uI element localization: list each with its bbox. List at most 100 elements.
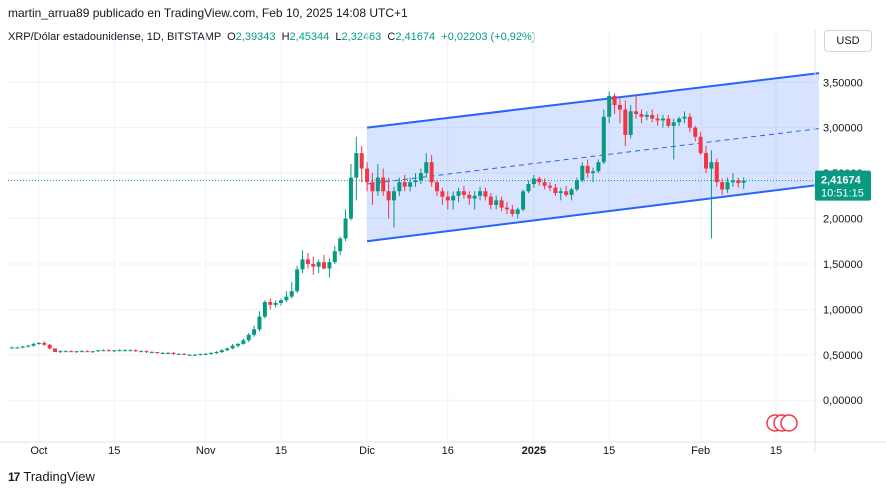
candle — [10, 346, 14, 349]
candle — [418, 168, 423, 184]
candle-body — [650, 114, 655, 119]
candle-body — [467, 194, 472, 199]
candle-body — [612, 95, 617, 105]
candle-body — [192, 354, 197, 356]
candle-body — [359, 153, 364, 169]
price-tag-box — [815, 170, 871, 201]
candle — [284, 291, 289, 303]
candle — [682, 111, 687, 124]
candle — [273, 300, 278, 308]
candle — [639, 109, 644, 124]
candle-body — [580, 165, 585, 181]
candle-body — [10, 347, 14, 349]
candle-body — [704, 153, 709, 169]
candle — [650, 109, 655, 123]
candle — [628, 104, 633, 139]
tradingview-footer: 17 TradingView — [8, 469, 95, 484]
candle-body — [252, 329, 257, 335]
candle — [607, 91, 612, 124]
candle-body — [268, 302, 273, 305]
candle — [397, 177, 402, 196]
candle-body — [90, 351, 95, 353]
candle-body — [574, 180, 579, 190]
candle — [225, 347, 230, 352]
candle — [617, 98, 622, 124]
candle-body — [289, 291, 294, 297]
candle-body — [343, 218, 348, 239]
candle — [435, 180, 440, 196]
candle — [214, 351, 219, 354]
candle — [655, 114, 660, 126]
candle-body — [187, 354, 192, 356]
candle — [322, 254, 327, 270]
candle — [504, 202, 509, 214]
candle-body — [391, 191, 396, 201]
candle-body — [63, 351, 68, 353]
candle-body — [741, 180, 746, 183]
candle — [644, 111, 649, 121]
candle-body — [279, 300, 283, 304]
candle — [698, 132, 703, 155]
candle — [569, 187, 574, 201]
candle-body — [623, 109, 628, 135]
candle — [714, 158, 719, 187]
candle — [305, 253, 310, 269]
candle — [69, 350, 74, 353]
events-icon — [766, 414, 798, 432]
close-value: 2,41674 — [395, 31, 436, 43]
candle — [300, 250, 305, 274]
x-tick-label: 16 — [442, 445, 454, 457]
open-value: 2,39343 — [235, 31, 276, 43]
candle-body — [273, 303, 278, 305]
candle — [720, 178, 725, 195]
tradingview-logo-icon: 17 — [8, 469, 20, 484]
candle-body — [548, 185, 552, 188]
candle — [472, 191, 477, 210]
candle — [144, 350, 149, 353]
candle — [725, 177, 730, 194]
candle-body — [730, 180, 735, 183]
candle — [133, 349, 138, 353]
candle-body — [682, 116, 687, 119]
candle — [268, 298, 273, 310]
candle-body — [203, 353, 208, 355]
candle-body — [671, 122, 676, 126]
candle-body — [15, 347, 20, 349]
candle-body — [542, 182, 547, 186]
candle — [564, 185, 569, 197]
candle-body — [569, 189, 574, 195]
candle — [327, 258, 332, 278]
candle-body — [42, 342, 47, 345]
candle-body — [397, 182, 402, 192]
candle-body — [365, 168, 370, 183]
currency-button[interactable]: USD — [824, 30, 872, 52]
candle — [36, 342, 41, 345]
candle — [510, 204, 515, 217]
candle — [526, 180, 531, 194]
candle — [736, 177, 741, 188]
candle-body — [257, 316, 262, 330]
candle — [348, 164, 353, 221]
candle-body — [494, 200, 499, 205]
candle — [429, 154, 434, 187]
candle — [386, 177, 391, 219]
candle — [499, 196, 504, 212]
candle-body — [69, 351, 74, 353]
candle — [311, 256, 316, 275]
candle-body — [714, 162, 719, 183]
candle-body — [31, 343, 36, 346]
candle-body — [96, 350, 101, 352]
candle — [279, 298, 283, 306]
candle-body — [499, 200, 504, 208]
candle-body — [461, 191, 466, 195]
candle — [391, 186, 396, 228]
candle-body — [166, 352, 171, 354]
candle-body — [725, 182, 730, 190]
y-tick-label: 1,50000 — [823, 259, 863, 271]
candle-body — [634, 111, 639, 115]
grid-lines — [8, 30, 815, 442]
candle — [246, 332, 251, 343]
candle-body — [101, 350, 106, 352]
candle — [171, 352, 176, 355]
